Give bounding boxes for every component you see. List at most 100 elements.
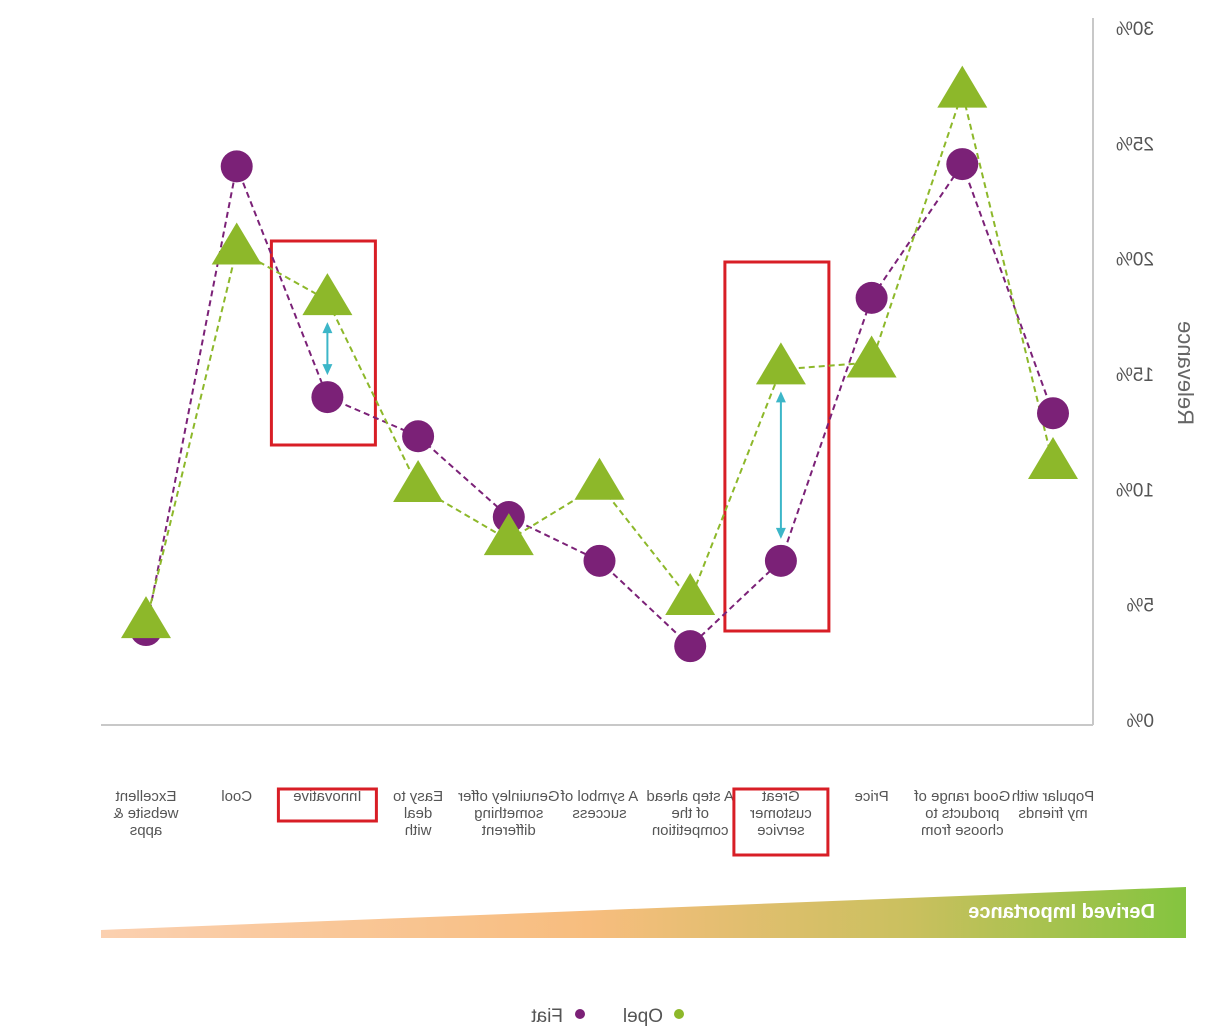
- y-tick-label-group: 0%: [1126, 711, 1154, 732]
- point-opel: [121, 596, 171, 639]
- point-fiat: [583, 544, 616, 577]
- category-label-group: service: [757, 822, 805, 839]
- legend: Opel Fiat: [531, 1006, 684, 1027]
- legend-label-opel-group: Opel: [623, 1006, 663, 1027]
- point-opel: [574, 457, 625, 500]
- y-tick-label-group: 5%: [1126, 596, 1154, 617]
- point-opel: [665, 573, 716, 616]
- y-tick-label-group: 30%: [1116, 19, 1154, 40]
- category-label-group: website &: [113, 805, 179, 822]
- y-tick-label-group: 10%: [1116, 480, 1154, 501]
- category-label: website &: [113, 805, 179, 822]
- category-label-group: something: [474, 805, 543, 822]
- category-label: deal: [404, 805, 432, 822]
- category-label-group: competition: [652, 822, 729, 839]
- category-label-group: choose from: [921, 822, 1004, 839]
- legend-label-opel: Opel: [623, 1006, 663, 1027]
- gap-arrow-head-bottom: [322, 364, 333, 376]
- point-opel: [846, 335, 897, 378]
- point-opel: [211, 222, 262, 265]
- y-tick-labels: 0% 5% 10% 15% 20% 25% 30%: [1116, 19, 1154, 732]
- highlight-boxes: [269, 239, 831, 633]
- point-fiat: [764, 544, 797, 577]
- category-label: Cool: [221, 788, 252, 805]
- category-label-group: with: [405, 822, 433, 839]
- legend-label-fiat: Fiat: [531, 1006, 563, 1027]
- category-label-group: products to: [925, 805, 999, 822]
- category-label: apps: [130, 822, 163, 839]
- category-label-group: deal: [404, 805, 432, 822]
- category-label-group: success: [572, 805, 626, 822]
- category-label-group: Cool: [221, 788, 252, 805]
- category-label-group: Great: [761, 788, 799, 805]
- y-tick-label-group: 15%: [1116, 365, 1154, 386]
- y-tick-label-group: 25%: [1116, 134, 1154, 155]
- point-opel: [483, 513, 534, 556]
- point-fiat: [946, 148, 979, 181]
- y-tick-label: 0%: [1126, 711, 1154, 732]
- y-tick-label: 10%: [1116, 480, 1154, 501]
- category-label-group: Price: [855, 788, 889, 805]
- category-label-group: A step ahead: [646, 788, 734, 805]
- category-label: Easy to: [393, 788, 443, 805]
- category-label: A step ahead: [646, 788, 734, 805]
- category-label: A symbol of: [560, 788, 638, 805]
- category-label-group: my friends: [1018, 805, 1087, 822]
- plot-highlight-box: [269, 239, 377, 447]
- category-label: with: [405, 822, 433, 839]
- y-tick-label: 30%: [1116, 19, 1154, 40]
- derived-importance-banner: [101, 887, 1186, 938]
- point-opel: [937, 65, 988, 108]
- legend-label-fiat-group: Fiat: [531, 1006, 563, 1027]
- y-tick-label: 5%: [1126, 596, 1154, 617]
- label-highlight-box: [276, 787, 378, 823]
- category-label: Popular with: [1012, 788, 1095, 805]
- point-fiat: [220, 150, 253, 183]
- point-opel: [393, 460, 444, 503]
- category-label-group: Genuinley offer: [458, 788, 559, 805]
- category-label: choose from: [921, 822, 1004, 839]
- category-label: Excellent: [115, 788, 177, 805]
- category-label-group: apps: [130, 822, 163, 839]
- category-label-group: Popular with: [1012, 788, 1095, 805]
- category-label-group: of the: [671, 805, 709, 822]
- point-fiat: [402, 420, 435, 453]
- gap-arrow-head-top: [775, 391, 786, 403]
- label-highlight-box: [732, 787, 830, 857]
- category-label-group: Good range of: [914, 788, 1011, 805]
- y-axis-title-group: Relevance: [1173, 321, 1198, 425]
- point-fiat: [311, 381, 344, 414]
- point-fiat: [674, 630, 707, 663]
- category-label: of the: [671, 805, 709, 822]
- category-label: Genuinley offer: [458, 788, 559, 805]
- category-label-group: Innovative: [293, 788, 361, 805]
- gap-arrows: [322, 322, 786, 539]
- category-label-group: different: [481, 822, 536, 839]
- y-tick-label-group: 20%: [1116, 250, 1154, 271]
- category-label-group: A symbol of: [560, 788, 638, 805]
- y-tick-label: 15%: [1116, 365, 1154, 386]
- category-label: different: [481, 822, 536, 839]
- category-label-group: Easy to: [393, 788, 443, 805]
- legend-marker-opel: [674, 1009, 684, 1019]
- category-label: success: [572, 805, 626, 822]
- y-axis-title: Relevance: [1173, 321, 1198, 425]
- category-label: competition: [652, 822, 729, 839]
- point-fiat: [1037, 397, 1069, 430]
- series-layer: [121, 65, 1078, 663]
- plot-highlight-box: [723, 260, 831, 633]
- point-opel: [302, 273, 353, 316]
- y-tick-label: 25%: [1116, 134, 1154, 155]
- series-line-opel: [145, 88, 1054, 624]
- category-label: service: [757, 822, 805, 839]
- category-label: Good range of: [914, 788, 1011, 805]
- category-label: products to: [925, 805, 999, 822]
- y-tick-label: 20%: [1116, 250, 1154, 271]
- gap-arrow-head-top: [322, 322, 333, 334]
- gap-arrow-head-bottom: [775, 527, 786, 539]
- category-label-group: Excellent: [115, 788, 177, 805]
- category-label: Great: [761, 788, 799, 805]
- category-label: something: [474, 805, 543, 822]
